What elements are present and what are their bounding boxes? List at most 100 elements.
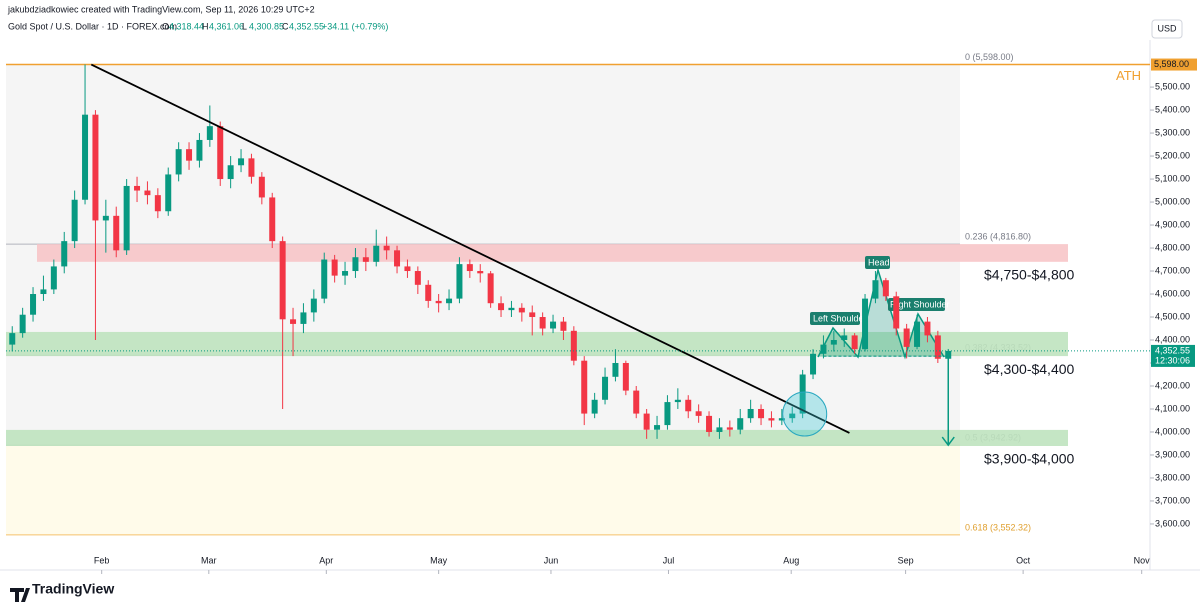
x-tick-label: Jul xyxy=(663,555,675,565)
pattern-label-box xyxy=(865,256,890,269)
candle-body xyxy=(945,350,952,359)
currency-button[interactable] xyxy=(1151,19,1183,39)
ath-price: 5,598.00 xyxy=(1154,59,1189,69)
zone xyxy=(37,244,1068,262)
y-tick-label: 3,700.00 xyxy=(1155,495,1190,505)
y-tick-label: 4,100.00 xyxy=(1155,403,1190,413)
candle-body xyxy=(144,190,151,196)
candle-body xyxy=(290,319,297,324)
candle-body xyxy=(914,321,921,347)
y-tick-label: 4,200.00 xyxy=(1155,380,1190,390)
candle-body xyxy=(539,317,546,329)
y-tick-label: 5,400.00 xyxy=(1155,104,1190,114)
candle-body xyxy=(373,245,380,262)
candle-body xyxy=(196,139,203,161)
y-tick-label: 3,600.00 xyxy=(1155,518,1190,528)
candle-body xyxy=(113,215,120,251)
ohlc-key: O xyxy=(162,21,169,31)
candle-body xyxy=(414,271,421,285)
candle-body xyxy=(685,399,692,412)
candle-body xyxy=(830,340,837,345)
candle-body xyxy=(570,330,577,361)
candle-body xyxy=(352,257,359,272)
candle-body xyxy=(206,126,213,140)
candle-body xyxy=(664,402,671,426)
candle-body xyxy=(778,418,785,421)
candle-body xyxy=(820,344,827,354)
y-tick-label: 3,900.00 xyxy=(1155,449,1190,459)
change: +34.11 (+0.79%) xyxy=(322,21,388,31)
trendline xyxy=(90,63,850,434)
candle-body xyxy=(882,280,889,297)
ohlc-key: H xyxy=(202,21,209,31)
x-tick-label: Nov xyxy=(1134,555,1151,565)
ohlc-value: 4,361.06 xyxy=(209,21,244,31)
fib-label: 0.236 (4,816.80) xyxy=(965,232,1031,242)
candle-body xyxy=(747,408,754,419)
candle-body xyxy=(248,158,255,177)
candle-body xyxy=(893,296,900,329)
fib-band xyxy=(6,445,960,535)
y-tick-label: 5,500.00 xyxy=(1155,81,1190,91)
candle-body xyxy=(924,321,931,336)
candle-body xyxy=(165,174,172,212)
x-tick-label: Apr xyxy=(319,555,333,565)
countdown: 12:30:06 xyxy=(1155,355,1190,365)
x-tick-label: May xyxy=(430,555,448,565)
candle-body xyxy=(258,176,265,198)
breakout-circle xyxy=(782,391,828,437)
y-tick-label: 5,100.00 xyxy=(1155,173,1190,183)
last-price: 4,352.55 xyxy=(1155,345,1190,355)
candle-body xyxy=(456,264,463,299)
pattern-outline xyxy=(817,267,945,360)
candle-body xyxy=(737,418,744,430)
candle-body xyxy=(383,245,390,251)
brand: TradingView xyxy=(32,581,114,597)
candle-body xyxy=(342,271,349,276)
candle-body xyxy=(560,321,567,331)
candle-body xyxy=(934,335,941,359)
candle-body xyxy=(61,241,68,267)
candle-body xyxy=(674,399,681,403)
x-tick-label: Oct xyxy=(1016,555,1031,565)
candle-body xyxy=(581,360,588,414)
pattern-label: Left Shoulder xyxy=(813,313,867,323)
candle-body xyxy=(466,264,473,272)
candle-body xyxy=(238,158,245,166)
candle-body xyxy=(726,427,733,430)
candle-body xyxy=(123,185,130,251)
y-tick-label: 5,000.00 xyxy=(1155,196,1190,206)
candle-body xyxy=(331,259,338,276)
y-tick-label: 4,700.00 xyxy=(1155,265,1190,275)
candle-body xyxy=(300,312,307,324)
y-tick-label: 4,600.00 xyxy=(1155,288,1190,298)
y-tick-label: 3,800.00 xyxy=(1155,472,1190,482)
candle-body xyxy=(810,353,817,375)
candle-body xyxy=(269,197,276,242)
candle-body xyxy=(695,411,702,416)
candle-body xyxy=(758,408,765,419)
y-tick-label: 4,900.00 xyxy=(1155,219,1190,229)
x-tick-label: Feb xyxy=(94,555,110,565)
y-tick-label: 4,400.00 xyxy=(1155,334,1190,344)
ohlc-key: C xyxy=(282,21,289,31)
fib-label: 0 (5,598.00) xyxy=(965,52,1014,62)
pattern-label: Head xyxy=(868,257,890,267)
candle-body xyxy=(498,303,505,311)
currency[interactable]: USD xyxy=(1157,23,1177,33)
zone-label: $4,300-$4,400 xyxy=(984,361,1075,377)
candle-body xyxy=(154,195,161,212)
candle-body xyxy=(175,149,182,175)
candle-body xyxy=(862,298,869,350)
candle-body xyxy=(643,413,650,430)
candle-body xyxy=(71,199,78,242)
pattern-label-box xyxy=(888,298,945,311)
zone-label: $3,900-$4,000 xyxy=(984,451,1075,467)
candle-body xyxy=(404,266,411,272)
candle-body xyxy=(602,376,609,400)
pattern-label-box xyxy=(810,312,860,325)
candle-body xyxy=(487,273,494,304)
candle-body xyxy=(9,333,16,345)
